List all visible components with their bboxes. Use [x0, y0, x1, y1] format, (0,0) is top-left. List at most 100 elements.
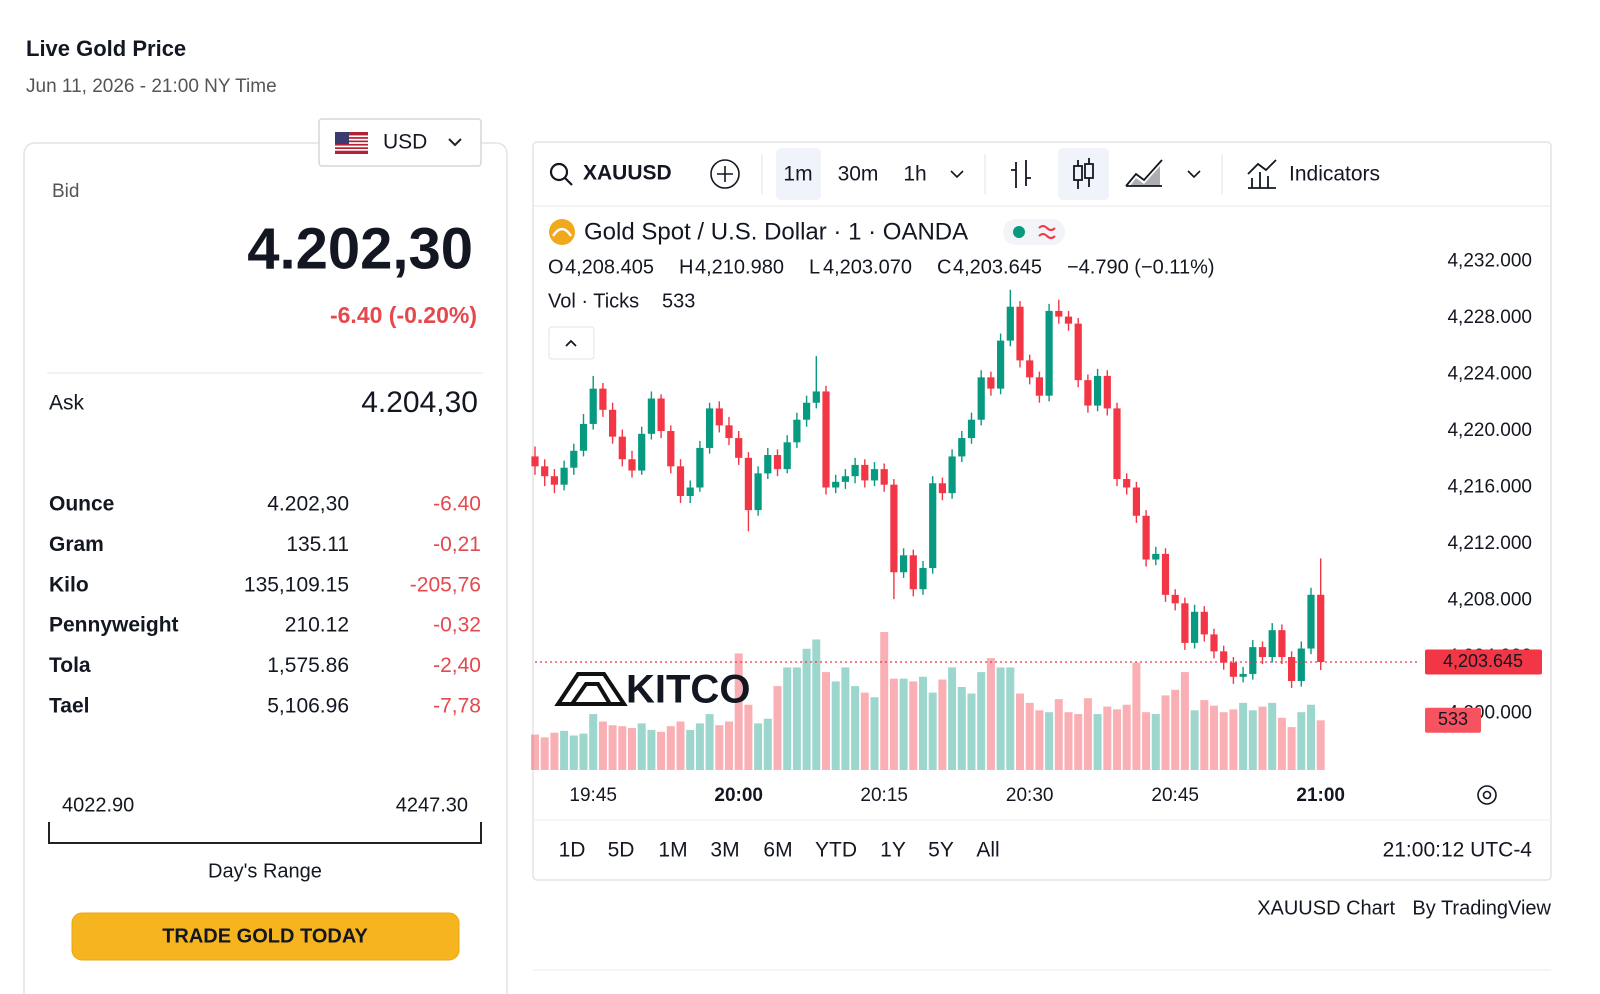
- volume-bar: [909, 681, 918, 770]
- interval-button[interactable]: 1m: [783, 163, 812, 186]
- trade-button-label[interactable]: TRADE GOLD TODAY: [162, 925, 368, 947]
- symbol-fade: [674, 150, 694, 198]
- x-tick-label: 20:15: [860, 785, 908, 806]
- volume-bar: [1219, 712, 1228, 770]
- candle-body: [1210, 634, 1218, 652]
- volume-bar: [996, 667, 1005, 770]
- range-button[interactable]: 5D: [608, 839, 635, 862]
- symbol-title: Gold Spot / U.S. Dollar · 1 · OANDA: [584, 218, 968, 245]
- candle-body: [1123, 479, 1131, 488]
- volume-bar: [1210, 705, 1218, 770]
- interval-chevron[interactable]: [950, 170, 964, 179]
- indicators-icon[interactable]: [1247, 159, 1277, 189]
- candle-body: [706, 408, 714, 448]
- candle-body: [1220, 651, 1228, 663]
- candles-icon: [1084, 163, 1094, 179]
- candle-body: [764, 455, 772, 474]
- candle-body: [1074, 323, 1082, 381]
- volume-bar: [1171, 689, 1180, 770]
- range-button[interactable]: 6M: [763, 839, 792, 862]
- candle-body: [1142, 515, 1150, 560]
- range-button[interactable]: 1Y: [880, 839, 906, 862]
- volume-bar: [919, 676, 927, 770]
- candle-body: [579, 423, 588, 451]
- volume-bar: [657, 731, 666, 770]
- credit-link[interactable]: XAUUSD Chart: [1257, 897, 1395, 919]
- unit-price: 210.12: [285, 614, 349, 637]
- search-icon: [549, 162, 569, 182]
- range-bar: 1D 5D 1M 3M 6M YTD 1Y 5Y All: [559, 839, 1000, 862]
- volume-bar: [880, 632, 889, 770]
- unit-change: -0,21: [433, 533, 481, 556]
- volume-value: 533: [662, 290, 695, 312]
- interval-button[interactable]: 30m: [838, 163, 879, 186]
- settings-icon[interactable]: [1477, 785, 1497, 805]
- candle-body: [958, 438, 966, 457]
- candle-body: [676, 466, 685, 496]
- candle-body: [822, 391, 830, 488]
- area-icon[interactable]: [1125, 159, 1163, 187]
- volume-bar: [618, 726, 627, 770]
- trade-button[interactable]: TRADE GOLD TODAY: [71, 912, 460, 961]
- bars-icon[interactable]: [1011, 160, 1031, 188]
- range-button[interactable]: 3M: [710, 839, 739, 862]
- volume-title: Vol · Ticks: [548, 290, 639, 312]
- clock: 21:00:12 UTC-4: [1383, 839, 1533, 862]
- candle-body: [1016, 306, 1024, 361]
- compare-button[interactable]: [710, 159, 740, 189]
- us-flag: [335, 132, 368, 154]
- interval-button[interactable]: 1h: [903, 163, 926, 186]
- range-button[interactable]: 1D: [559, 839, 586, 862]
- volume-badge: [1425, 707, 1481, 733]
- symbol-search[interactable]: XAUUSD: [583, 162, 672, 185]
- trade-button-bg[interactable]: [71, 912, 460, 961]
- candle-body: [1006, 306, 1014, 341]
- candle-body: [1288, 657, 1296, 682]
- y-tick-label: 4,208.000: [1447, 590, 1532, 611]
- range-button[interactable]: YTD: [815, 839, 857, 862]
- volume-bar: [1054, 699, 1063, 770]
- currency-select[interactable]: USD: [318, 118, 482, 167]
- candle-body: [570, 450, 578, 468]
- volume-bar: [1074, 714, 1083, 770]
- candle-body: [997, 340, 1005, 389]
- collapse-button[interactable]: [548, 326, 595, 360]
- candle-body: [890, 484, 898, 573]
- area-icon: [1130, 166, 1160, 186]
- volume-bar: [1142, 712, 1151, 770]
- bid-value: 4.202,30: [247, 216, 473, 281]
- chart-type-chevron[interactable]: [1187, 170, 1201, 179]
- candle-body: [977, 377, 985, 420]
- market-open-dot: [1013, 226, 1025, 238]
- currency-label[interactable]: USD: [383, 131, 427, 154]
- range-button[interactable]: 1M: [658, 839, 687, 862]
- toolbar: XAUUSD 1m 30m 1h Indicators: [549, 148, 1380, 200]
- candle-body: [938, 483, 946, 494]
- ohlc-key: C: [937, 256, 951, 278]
- volume-bar: [608, 725, 617, 770]
- candle-body: [773, 455, 782, 470]
- candle-body: [531, 456, 539, 467]
- volume-bar: [569, 735, 578, 770]
- candle-body: [1064, 316, 1073, 324]
- indicators-button[interactable]: Indicators: [1289, 163, 1380, 186]
- currency-box[interactable]: [318, 118, 482, 167]
- range-button[interactable]: 5Y: [928, 839, 954, 862]
- volume-bar: [1151, 714, 1160, 770]
- unit-price: 5,106.96: [267, 695, 349, 718]
- dropdown-chevron: [448, 138, 462, 147]
- symbol-logo: [549, 219, 575, 245]
- candle-body: [851, 464, 859, 477]
- candle-body: [1297, 648, 1305, 682]
- candle-body: [1317, 594, 1325, 663]
- price-card: [23, 142, 508, 994]
- volume-bar: [754, 723, 763, 770]
- volume-bar: [1190, 710, 1199, 770]
- candle-body: [1258, 647, 1267, 657]
- candle-body: [880, 469, 888, 485]
- range-button[interactable]: All: [976, 839, 999, 862]
- volume-bar: [647, 729, 656, 770]
- candle-body: [667, 431, 675, 467]
- x-tick-label: 20:00: [714, 785, 763, 806]
- candle-body: [609, 409, 617, 437]
